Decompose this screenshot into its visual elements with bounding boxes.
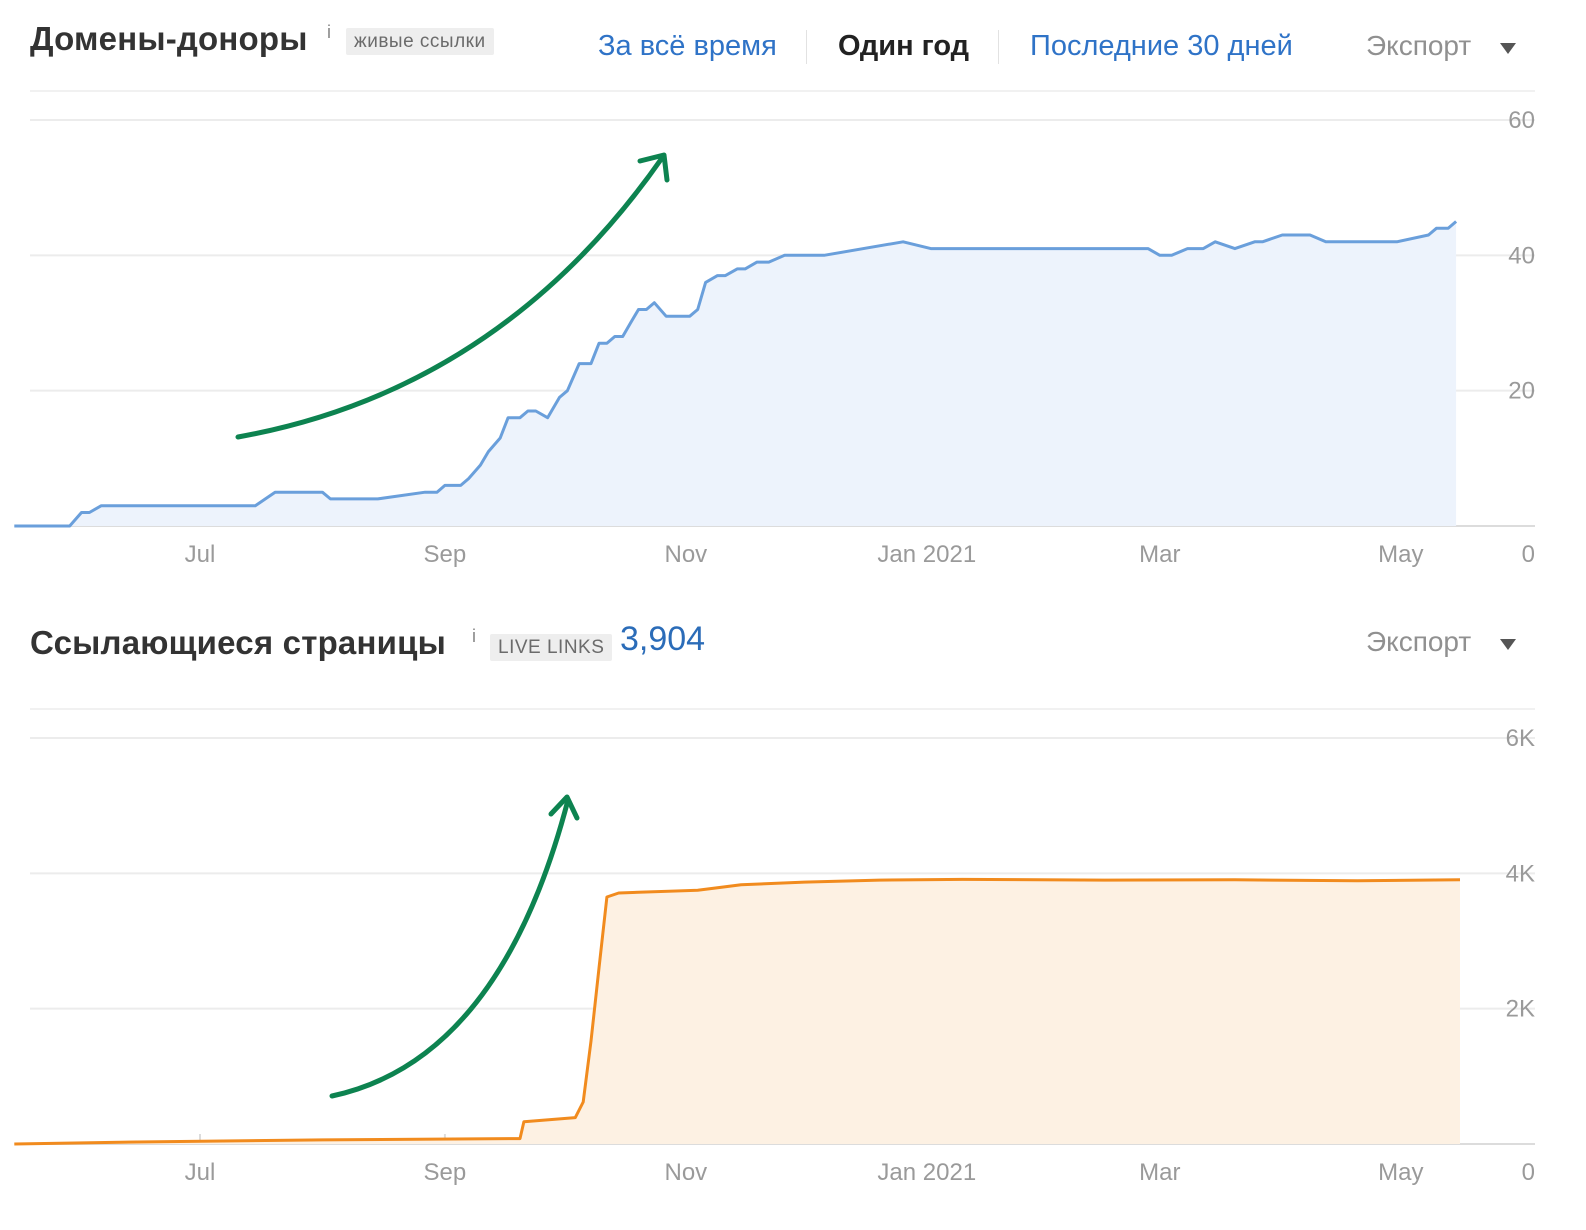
y-tick-label: 4K bbox=[1506, 860, 1535, 887]
x-tick-label: Mar bbox=[1139, 541, 1180, 568]
chevron-down-icon[interactable] bbox=[1500, 639, 1516, 650]
series-area bbox=[14, 879, 1460, 1144]
trend-arrow-head bbox=[637, 152, 670, 183]
trend-arrow bbox=[329, 797, 571, 1099]
x-tick-label: Jan 2021 bbox=[877, 541, 976, 568]
x-tick-label: Jul bbox=[185, 1159, 216, 1186]
pages-live-badge: LIVE LINKS bbox=[490, 634, 613, 661]
y-tick-label: 20 bbox=[1508, 378, 1535, 405]
series-area bbox=[14, 221, 1457, 526]
pages-title: Ссылающиеся страницы bbox=[30, 624, 446, 661]
domains-export-button[interactable]: Экспорт bbox=[1366, 30, 1472, 61]
domains-title: Домены-доноры bbox=[30, 20, 308, 57]
y-tick-label: 60 bbox=[1508, 107, 1535, 134]
divider bbox=[30, 90, 1535, 92]
referring-domains-panel: Домены-доноры i живые ссылки За всё врем… bbox=[0, 0, 1586, 610]
y-tick-label: 0 bbox=[1522, 541, 1535, 568]
series-line bbox=[14, 220, 1458, 528]
y-tick-label: 40 bbox=[1508, 242, 1535, 269]
domains-header: Домены-доноры i живые ссылки За всё врем… bbox=[30, 6, 1556, 66]
tab-all-time[interactable]: За всё время bbox=[598, 30, 777, 62]
x-tick-label: Sep bbox=[424, 541, 467, 568]
tab-one-year[interactable]: Один год bbox=[838, 30, 970, 62]
trend-arrow-head bbox=[548, 794, 580, 821]
x-tick-label: May bbox=[1378, 541, 1423, 568]
trend-arrow bbox=[235, 155, 665, 440]
x-tick-label: Mar bbox=[1139, 1159, 1180, 1186]
y-tick-label: 2K bbox=[1506, 996, 1535, 1023]
tab-separator bbox=[998, 30, 999, 64]
tab-separator bbox=[806, 30, 807, 64]
divider bbox=[30, 708, 1535, 710]
x-tick-label: May bbox=[1378, 1159, 1423, 1186]
x-tick-label: Jul bbox=[185, 541, 216, 568]
chevron-down-icon[interactable] bbox=[1500, 43, 1516, 54]
pages-total-count: 3,904 bbox=[620, 620, 706, 658]
x-tick-label: Nov bbox=[665, 1159, 708, 1186]
x-tick-label: Jan 2021 bbox=[877, 1159, 976, 1186]
x-tick-label: Sep bbox=[424, 1159, 467, 1186]
domains-live-badge: живые ссылки bbox=[346, 28, 494, 55]
tab-last-30-days[interactable]: Последние 30 дней bbox=[1030, 30, 1293, 62]
y-tick-label: 6K bbox=[1506, 725, 1535, 752]
series-line bbox=[14, 877, 1461, 1146]
referring-pages-panel: Ссылающиеся страницы i LIVE LINKS 3,904 … bbox=[0, 610, 1586, 1230]
y-tick-label: 0 bbox=[1522, 1159, 1535, 1186]
pages-export-button[interactable]: Экспорт bbox=[1366, 626, 1472, 657]
domains-chart: 0 20 40 60 Jul Sep Nov Jan 2021 Mar May bbox=[14, 107, 1535, 568]
domains-info-icon[interactable]: i bbox=[327, 22, 331, 42]
x-tick-label: Nov bbox=[665, 541, 708, 568]
pages-chart: 0 2K 4K 6K Jul Sep Nov Jan 2021 Mar May bbox=[14, 725, 1535, 1186]
pages-header: Ссылающиеся страницы i LIVE LINKS 3,904 … bbox=[30, 610, 1556, 670]
pages-info-icon[interactable]: i bbox=[472, 626, 476, 646]
